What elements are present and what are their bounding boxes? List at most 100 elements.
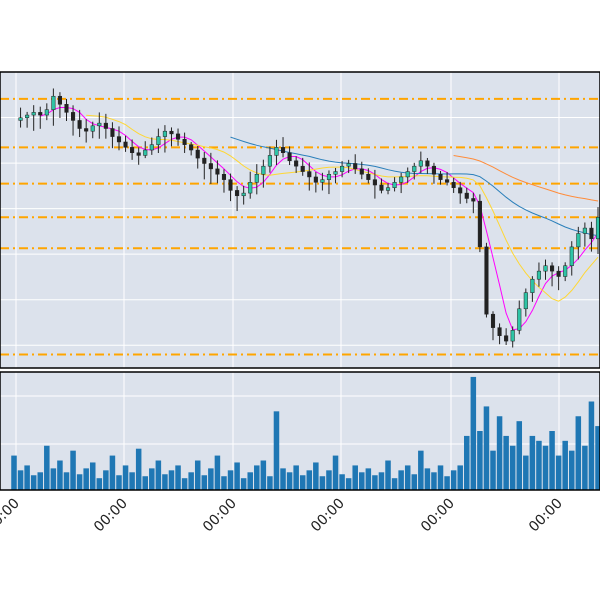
volume-bar [76, 474, 83, 490]
candle-body [333, 171, 338, 175]
volume-bar [332, 455, 339, 490]
volume-bar [50, 468, 57, 490]
volume-bar [319, 476, 326, 490]
candle-body [156, 136, 161, 145]
volume-bar [529, 435, 536, 490]
candle-body [589, 227, 594, 240]
volume-bar [306, 470, 313, 490]
candle-body [569, 246, 574, 266]
candle-body [379, 184, 384, 191]
candle-body [254, 174, 259, 183]
volume-bar [17, 470, 24, 490]
candle-body [582, 227, 587, 234]
volume-bar [385, 460, 391, 490]
candle-body [208, 163, 213, 170]
x-tick-label: 00:00 [200, 496, 240, 536]
volume-bar [135, 448, 142, 490]
candle-body [248, 182, 253, 194]
candles [18, 88, 600, 348]
candle-body [399, 176, 404, 183]
candle-body [340, 165, 345, 172]
candle-body [287, 152, 292, 162]
candle-body [235, 190, 240, 197]
candle-body [18, 117, 23, 121]
volume-bar [221, 476, 227, 490]
volume-bar [129, 472, 135, 490]
volume-bar [155, 460, 162, 490]
candle-body [44, 109, 49, 116]
x-axis-tick-labels: 00:00 00:00 00:00 00:00 00:00 00:00 [0, 496, 566, 536]
volume-bar [234, 462, 240, 490]
candle-body [477, 200, 482, 248]
x-tick-label: 00:00 [0, 496, 23, 536]
volume-bar [542, 445, 549, 490]
volume-bar [588, 401, 595, 490]
volume-bar [286, 472, 293, 490]
candle-body [189, 144, 194, 151]
x-tick-label: 00:00 [91, 496, 131, 536]
volume-bar [464, 435, 470, 490]
volume-bar [483, 406, 490, 490]
volume-bar [24, 465, 30, 490]
volume-bar [44, 445, 50, 490]
candle-body [497, 327, 502, 336]
volume-bar [30, 475, 37, 490]
volume-bar [273, 411, 280, 490]
volume-bar [496, 416, 503, 490]
x-tick-label: 00:00 [308, 496, 348, 536]
volume-bar [359, 472, 365, 490]
horizontal-levels [0, 97, 600, 356]
candle-body [71, 112, 76, 121]
candle-body [307, 171, 312, 178]
volume-bar [562, 440, 568, 490]
candle-body [123, 141, 128, 148]
candle-body [202, 157, 207, 164]
candle-body [84, 128, 89, 132]
volume-bar [122, 465, 129, 490]
volume-bar [208, 468, 214, 490]
candle-body [195, 149, 200, 159]
candle-body [458, 187, 463, 194]
volume-bar [503, 435, 509, 490]
volume-bar [365, 468, 372, 490]
candle-body [267, 155, 272, 167]
candle-body [274, 147, 279, 156]
volume-bar [240, 478, 247, 490]
volume-bar [326, 470, 332, 490]
candle-body [543, 265, 548, 272]
volume-bar [201, 475, 208, 490]
volume-bar [175, 465, 181, 490]
volume-bar [247, 472, 253, 490]
candle-body [412, 165, 417, 172]
candle-body [103, 122, 108, 129]
price-panel-background [0, 72, 600, 368]
volume-bar [437, 465, 444, 490]
grid-lines [0, 72, 600, 490]
volume-bar [431, 472, 437, 490]
candle-body [576, 233, 581, 248]
candle-body [57, 95, 62, 105]
candle-body [418, 160, 423, 167]
candle-body [536, 270, 541, 280]
volume-bar [103, 470, 109, 490]
volume-bar [267, 476, 273, 490]
volume-bar [372, 475, 378, 490]
volume-bar [470, 376, 477, 490]
ma-short-line [40, 107, 599, 331]
candle-body [464, 192, 469, 199]
volume-bar [595, 426, 600, 490]
candle-body [143, 149, 148, 156]
candle-body [445, 179, 450, 183]
volume-bar [378, 472, 385, 490]
volume-bar [162, 474, 168, 490]
volume-bar [194, 460, 201, 490]
candle-body [425, 160, 430, 167]
volume-bar [260, 460, 267, 490]
candle-body [320, 179, 325, 183]
x-tick-label: 00:00 [526, 496, 566, 536]
candle-body [64, 104, 69, 113]
volume-bar [418, 450, 424, 490]
candle-body [490, 313, 496, 328]
volume-bar [70, 450, 76, 490]
